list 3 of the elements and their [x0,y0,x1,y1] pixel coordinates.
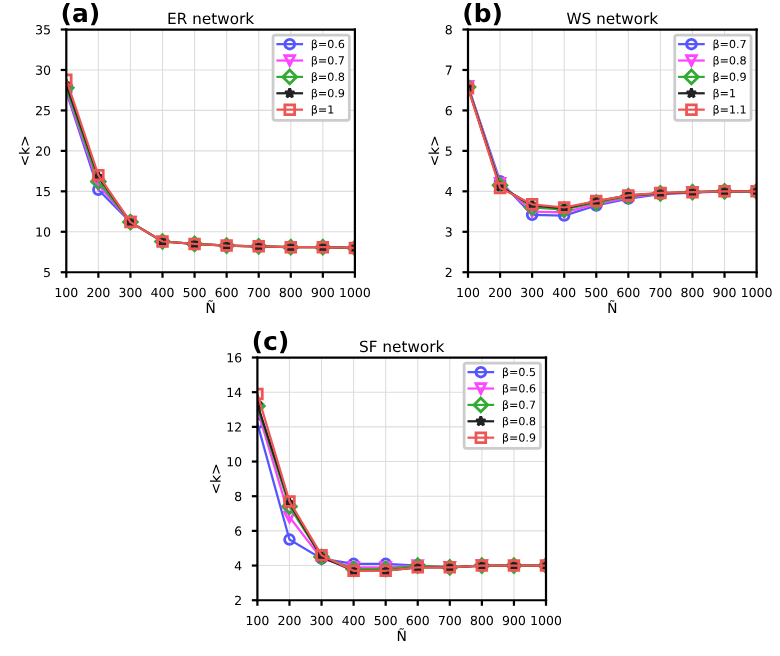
text: (c) [253,330,288,354]
text: (a) [62,2,99,26]
text: (b) [464,2,501,26]
